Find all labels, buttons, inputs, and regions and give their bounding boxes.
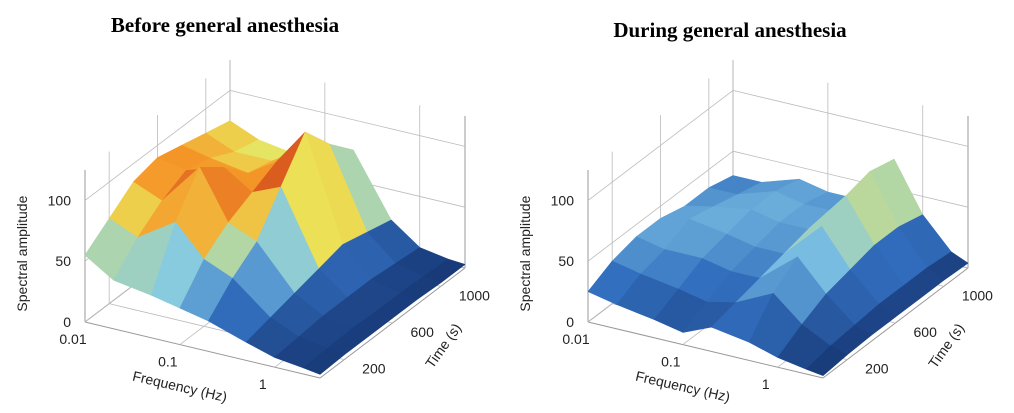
chart-title: During general anesthesia (613, 18, 847, 42)
y-tick-label: 200 (362, 361, 386, 377)
grid-line (732, 90, 969, 147)
y-tick-label: 200 (865, 361, 889, 377)
chart-title: Before general anesthesia (111, 13, 340, 37)
z-axis-label: Spectral amplitude (517, 195, 533, 311)
z-tick-label: 100 (48, 192, 72, 208)
y-tick-label: 1000 (962, 287, 993, 303)
x-tick-label: 0.1 (158, 354, 178, 370)
z-tick-label: 50 (558, 253, 574, 269)
surface-patch (302, 348, 345, 375)
z-tick-label: 0 (566, 314, 574, 330)
x-tick-label: 1 (259, 376, 267, 392)
axis-edge (587, 321, 824, 379)
axis-edge (84, 321, 321, 379)
z-tick-label: 50 (55, 253, 71, 269)
y-tick-label: 1000 (459, 287, 490, 303)
y-tick-label: 600 (914, 324, 938, 340)
x-tick-label: 0.1 (661, 354, 681, 370)
z-tick-label: 100 (551, 192, 575, 208)
x-tick-label: 1 (762, 376, 770, 392)
grid-line (732, 150, 969, 208)
x-tick-label: 0.01 (59, 331, 86, 347)
surface-patch (805, 345, 848, 376)
z-axis-label: Spectral amplitude (14, 195, 30, 311)
z-tick-label: 0 (63, 314, 71, 330)
panel: During general anesthesia 0 50 100 0.01 0.1 1 2… (517, 18, 993, 405)
grid-line (229, 90, 466, 147)
y-tick-label: 600 (411, 324, 435, 340)
x-tick-label: 0.01 (562, 331, 589, 347)
